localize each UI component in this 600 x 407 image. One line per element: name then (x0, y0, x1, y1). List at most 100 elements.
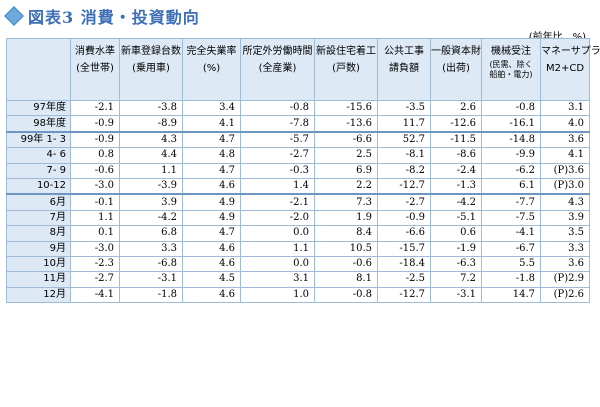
data-cell: -2.1 (240, 193, 315, 211)
col-header-line2: (全産業) (258, 63, 297, 74)
data-cell: 6.1 (481, 177, 541, 195)
data-cell: -12.6 (430, 115, 482, 133)
row-label: 10-12 (6, 177, 71, 195)
data-cell: -0.6 (314, 255, 378, 273)
data-cell: -3.0 (70, 240, 120, 257)
table-row: 99年 1- 3 -0.9 4.3 4.7 -5.7 -6.6 52.7 -11.5 -14.8… (6, 130, 590, 149)
col-header-line1: 公共工事 (384, 46, 424, 57)
data-cell: 11.7 (377, 115, 431, 133)
data-cell: -11.5 (430, 130, 482, 149)
row-label: 7月 (6, 209, 71, 227)
data-cell: -0.8 (240, 99, 315, 117)
col-header-line2: (%) (202, 63, 221, 74)
data-cell: 3.3 (540, 240, 590, 257)
data-cell: 3.5 (540, 225, 590, 242)
data-cell: -16.1 (481, 115, 541, 133)
data-cell: -15.7 (377, 240, 431, 257)
col-header-line1: 新車登録台数 (121, 46, 181, 57)
data-cell: -12.7 (377, 177, 431, 195)
diamond-icon (4, 6, 24, 26)
col-header-line1: 機械受注 (491, 46, 531, 57)
row-label: 4- 6 (6, 147, 71, 164)
col-header-line2: 請負額 (389, 63, 419, 74)
data-cell: 4.6 (182, 177, 241, 195)
data-cell: 4.7 (182, 130, 241, 149)
col-header-line2: (全世帯) (76, 63, 114, 74)
data-cell: (P)2.9 (540, 271, 590, 288)
col-header-line3: 船舶・電力) (489, 70, 533, 79)
data-cell: -2.4 (430, 162, 482, 179)
data-cell: 2.6 (430, 99, 482, 117)
data-cell: -0.9 (377, 209, 431, 227)
data-cell: -8.2 (377, 162, 431, 179)
data-cell: 4.1 (182, 115, 241, 133)
data-cell: 3.6 (540, 130, 590, 149)
col-header-line1: 一般資本財 (431, 46, 481, 57)
data-cell: -1.8 (119, 286, 183, 304)
col-header-line1: マネーサプライ (541, 46, 600, 57)
table-row: 10月 -2.3 -6.8 4.6 0.0 -0.6 -18.4 -6.3 5.5 3.6 (6, 255, 590, 273)
data-cell: -7.5 (481, 209, 541, 227)
table-row: 12月 -4.1 -1.8 4.6 1.0 -0.8 -12.7 -3.1 14.7 (P)2.6 (6, 286, 590, 304)
data-cell: -6.2 (481, 162, 541, 179)
data-cell: 4.6 (182, 255, 241, 273)
data-cell: -9.9 (481, 147, 541, 164)
data-cell: -6.6 (314, 130, 378, 149)
col-header: マネーサプライ M2+CD (540, 38, 600, 101)
data-cell: -2.1 (70, 99, 120, 117)
data-cell: 4.5 (182, 271, 241, 288)
col-header-line2: (出荷) (442, 63, 470, 74)
data-cell: -2.5 (377, 271, 431, 288)
col-header: 新設住宅着工 (戸数) (314, 38, 378, 101)
data-cell: -0.8 (314, 286, 378, 304)
data-cell: -4.2 (119, 209, 183, 227)
data-cell: -4.1 (70, 286, 120, 304)
col-header-line2: (乗用車) (132, 63, 170, 74)
data-cell: 2.2 (314, 177, 378, 195)
data-cell: 3.9 (119, 193, 183, 211)
data-cell: 4.8 (182, 147, 241, 164)
table-row: 98年度 -0.9 -8.9 4.1 -7.8 -13.6 11.7 -12.6 -16.1 4.… (6, 115, 590, 133)
table-body: 97年度 -2.1 -3.8 3.4 -0.8 -15.6 -3.5 2.6 -0.8 3.1 98… (6, 99, 590, 304)
data-cell: -3.1 (430, 286, 482, 304)
data-cell: -3.9 (119, 177, 183, 195)
data-cell: 1.4 (240, 177, 315, 195)
data-cell: 4.9 (182, 209, 241, 227)
data-cell: -7.8 (240, 115, 315, 133)
table-row: 6月 -0.1 3.9 4.9 -2.1 7.3 -2.7 -4.2 -7.7 4.3 (6, 193, 590, 211)
col-header: 完全失業率 (%) (182, 38, 241, 101)
data-cell: -2.7 (70, 271, 120, 288)
data-cell: 4.3 (119, 130, 183, 149)
data-cell: 3.4 (182, 99, 241, 117)
data-cell: -2.3 (70, 255, 120, 273)
data-cell: -3.5 (377, 99, 431, 117)
data-cell: 0.0 (240, 255, 315, 273)
row-label: 98年度 (6, 115, 71, 133)
col-header-line1: 消費水準 (75, 46, 115, 57)
data-cell: 7.2 (430, 271, 482, 288)
data-cell: -0.9 (70, 130, 120, 149)
col-header: 機械受注 (民需、除く 船舶・電力) (481, 38, 541, 101)
row-label: 8月 (6, 225, 71, 242)
data-cell: (P)2.6 (540, 286, 590, 304)
data-cell: (P)3.6 (540, 162, 590, 179)
data-cell: 8.4 (314, 225, 378, 242)
data-cell: 4.7 (182, 162, 241, 179)
data-cell: -6.7 (481, 240, 541, 257)
col-header-line2: (戸数) (332, 63, 360, 74)
table-row: 11月 -2.7 -3.1 4.5 3.1 8.1 -2.5 7.2 -1.8 (P)2.9 (6, 271, 590, 288)
data-cell: -1.8 (481, 271, 541, 288)
data-cell: -2.7 (377, 193, 431, 211)
col-header-line1: 新設住宅着工 (316, 46, 376, 57)
data-cell: 4.1 (540, 147, 590, 164)
data-cell: 4.6 (182, 286, 241, 304)
data-cell: (P)3.0 (540, 177, 590, 195)
data-cell: 2.5 (314, 147, 378, 164)
col-header: 消費水準 (全世帯) (70, 38, 120, 101)
data-cell: 3.3 (119, 240, 183, 257)
row-label: 9月 (6, 240, 71, 257)
data-cell: 4.3 (540, 193, 590, 211)
data-cell: 3.6 (540, 255, 590, 273)
title-bar: 図表3 消費・投資動向 (4, 5, 200, 27)
data-cell: -0.1 (70, 193, 120, 211)
